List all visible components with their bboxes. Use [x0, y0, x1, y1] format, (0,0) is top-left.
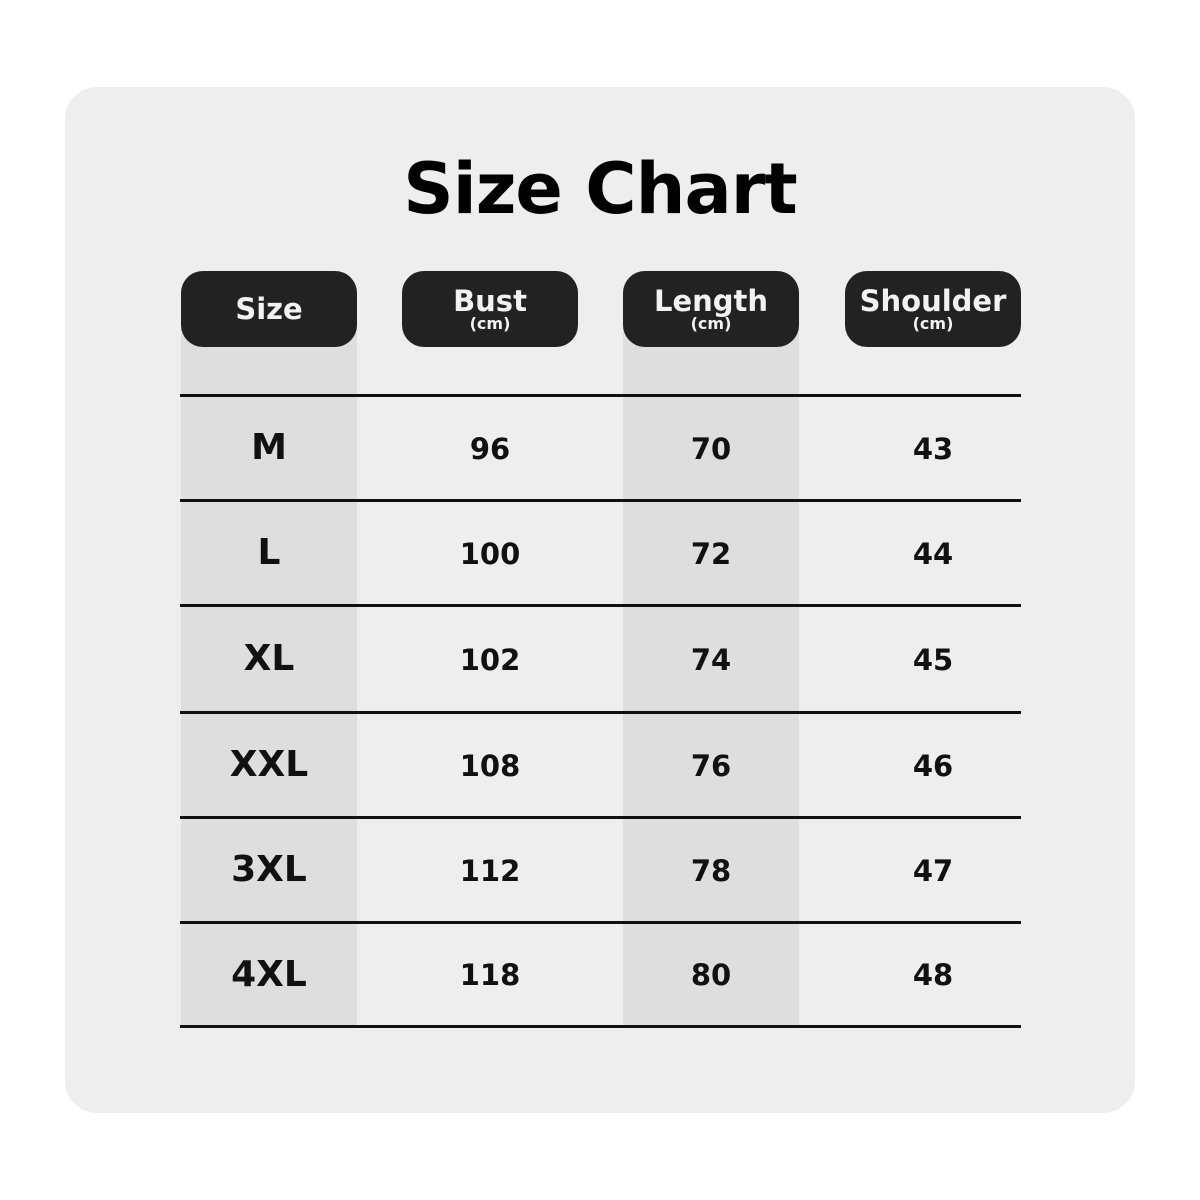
row-divider: [180, 711, 1021, 714]
cell-shoulder: 44: [912, 536, 954, 571]
header-shoulder: Shoulder (cm): [845, 271, 1021, 347]
cell-bust: 100: [459, 536, 521, 571]
cell-size: M: [251, 427, 287, 469]
row-divider: [180, 604, 1021, 607]
cell-shoulder: 48: [912, 958, 954, 993]
row-divider: [180, 816, 1021, 819]
header-label: Shoulder: [859, 284, 1007, 318]
row-divider: [180, 394, 1021, 397]
cell-size: XL: [243, 638, 295, 680]
cell-bust: 96: [469, 431, 511, 466]
cell-length: 72: [690, 536, 732, 571]
cell-shoulder: 46: [912, 748, 954, 783]
cell-shoulder: 45: [912, 642, 954, 677]
cell-size: XXL: [229, 744, 309, 786]
header-size: Size: [181, 271, 357, 347]
row-divider: [180, 921, 1021, 924]
cell-bust: 118: [459, 958, 521, 993]
cell-length: 80: [690, 958, 732, 993]
cell-length: 78: [690, 853, 732, 888]
header-label: Size: [235, 292, 303, 326]
cell-bust: 112: [459, 853, 521, 888]
header-label: Length: [653, 284, 769, 318]
cell-length: 74: [690, 642, 732, 677]
cell-length: 70: [690, 431, 732, 466]
cell-size: 4XL: [231, 953, 307, 995]
page-title: Size Chart: [403, 148, 797, 230]
cell-bust: 108: [459, 748, 521, 783]
header-unit: (cm): [469, 314, 511, 333]
row-divider: [180, 499, 1021, 502]
cell-shoulder: 47: [912, 853, 954, 888]
length-column-shade: [623, 300, 799, 1027]
row-divider: [180, 1025, 1021, 1028]
header-unit: (cm): [912, 314, 954, 333]
cell-shoulder: 43: [912, 431, 954, 466]
header-label: Bust: [453, 284, 527, 318]
header-length: Length (cm): [623, 271, 799, 347]
header-bust: Bust (cm): [402, 271, 578, 347]
cell-size: 3XL: [231, 849, 307, 891]
cell-bust: 102: [459, 642, 521, 677]
size-column-shade: [181, 300, 357, 1027]
cell-size: L: [257, 532, 281, 574]
header-unit: (cm): [690, 314, 732, 333]
cell-length: 76: [690, 748, 732, 783]
